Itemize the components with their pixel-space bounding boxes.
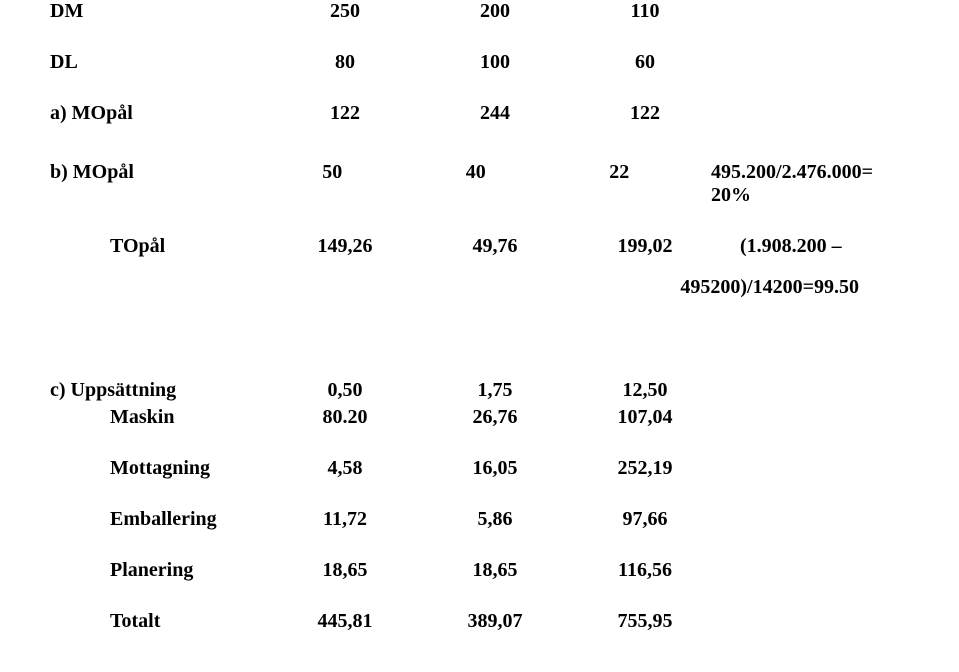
row-label: a) MOpål bbox=[50, 102, 270, 125]
row-label: b) MOpål bbox=[50, 161, 260, 184]
cell: 122 bbox=[270, 102, 420, 125]
cell: 18,65 bbox=[270, 559, 420, 582]
cell: 80 bbox=[270, 51, 420, 74]
row-label: Planering bbox=[110, 559, 270, 582]
cell: 40 bbox=[404, 161, 548, 184]
row-label: c) Uppsättning bbox=[50, 379, 270, 402]
cell: 1,75 bbox=[420, 379, 570, 402]
document-page: DM 250 200 110 DL 80 100 60 a) MOpål 122… bbox=[0, 0, 959, 633]
cell: 97,66 bbox=[570, 508, 720, 531]
row-label: DM bbox=[50, 0, 270, 23]
table-row: Planering 18,65 18,65 116,56 bbox=[50, 559, 909, 582]
cell: 116,56 bbox=[570, 559, 720, 582]
row-label: DL bbox=[50, 51, 270, 74]
cell: 250 bbox=[270, 0, 420, 23]
cell: 49,76 bbox=[420, 235, 570, 258]
row-label: Maskin bbox=[110, 406, 270, 429]
to-row: TOpål 149,26 49,76 199,02 (1.908.200 – bbox=[50, 235, 909, 258]
table-row: Maskin 80.20 26,76 107,04 bbox=[50, 406, 909, 429]
cell: 50 bbox=[260, 161, 404, 184]
cell: 122 bbox=[570, 102, 720, 125]
cell: 200 bbox=[420, 0, 570, 23]
section-b-row: b) MOpål 50 40 22 495.200/2.476.000= 20% bbox=[50, 161, 909, 207]
row-label: Emballering bbox=[110, 508, 270, 531]
row-label: Mottagning bbox=[110, 457, 270, 480]
table-row: Emballering 11,72 5,86 97,66 bbox=[50, 508, 909, 531]
cell: 11,72 bbox=[270, 508, 420, 531]
total-row: Totalt 445,81 389,07 755,95 bbox=[50, 610, 909, 633]
cell: 26,76 bbox=[420, 406, 570, 429]
cell: 199,02 bbox=[570, 235, 720, 258]
cell: 4,58 bbox=[270, 457, 420, 480]
cell: 5,86 bbox=[420, 508, 570, 531]
cell: 149,26 bbox=[270, 235, 420, 258]
cell: 389,07 bbox=[420, 610, 570, 633]
row-label: TOpål bbox=[110, 235, 270, 258]
cell: 18,65 bbox=[420, 559, 570, 582]
cell: 22 bbox=[548, 161, 692, 184]
table-row: DM 250 200 110 bbox=[50, 0, 909, 23]
calc-note: (1.908.200 – bbox=[720, 235, 842, 258]
table-row: Mottagning 4,58 16,05 252,19 bbox=[50, 457, 909, 480]
cell: 244 bbox=[420, 102, 570, 125]
section-a-row: a) MOpål 122 244 122 bbox=[50, 102, 909, 125]
calc-note: 495.200/2.476.000= 20% bbox=[691, 161, 909, 207]
cell: 252,19 bbox=[570, 457, 720, 480]
cell: 16,05 bbox=[420, 457, 570, 480]
table-row: DL 80 100 60 bbox=[50, 51, 909, 74]
cell: 80.20 bbox=[270, 406, 420, 429]
cell: 60 bbox=[570, 51, 720, 74]
cell: 110 bbox=[570, 0, 720, 23]
row-label: Totalt bbox=[110, 610, 270, 633]
cell: 100 bbox=[420, 51, 570, 74]
section-c-header: c) Uppsättning 0,50 1,75 12,50 bbox=[50, 379, 909, 402]
cell: 12,50 bbox=[570, 379, 720, 402]
rate-note: 495200)/14200=99.50 bbox=[50, 276, 909, 299]
cell: 107,04 bbox=[570, 406, 720, 429]
cell: 755,95 bbox=[570, 610, 720, 633]
cell: 445,81 bbox=[270, 610, 420, 633]
cell: 0,50 bbox=[270, 379, 420, 402]
